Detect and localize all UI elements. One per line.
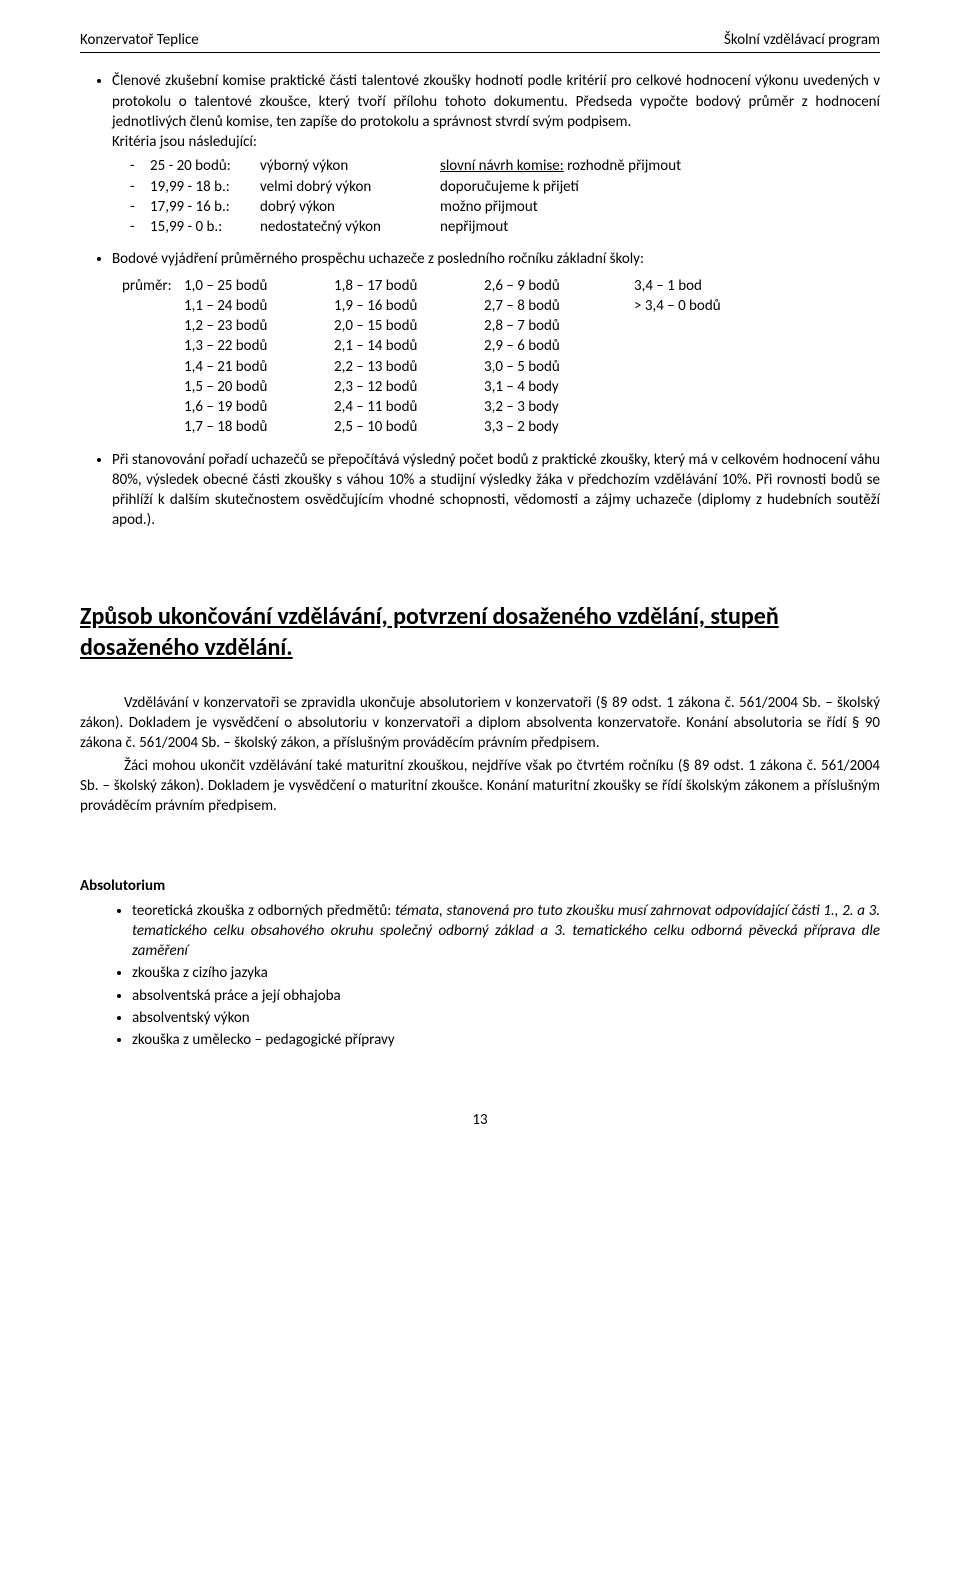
grade-cell: > 3,4 – 0 bodů	[634, 296, 784, 316]
list-item: teoretická zkouška z odborných předmětů:…	[132, 901, 880, 962]
criteria-points: 25 - 20 bodů:	[150, 156, 260, 176]
criteria-row: - 15,99 - 0 b.: nedostatečný výkon nepři…	[130, 217, 880, 237]
criteria-row: - 17,99 - 16 b.: dobrý výkon možno přijm…	[130, 197, 880, 217]
list-item: Bodové vyjádření průměrného prospěchu uc…	[112, 249, 880, 437]
grade-cell: 2,6 – 9 bodů	[484, 276, 634, 296]
grade-cell: 1,6 – 19 bodů	[184, 397, 334, 417]
absolutorium-list: teoretická zkouška z odborných předmětů:…	[80, 901, 880, 1051]
grade-cell: 3,3 – 2 body	[484, 417, 634, 437]
header-left: Konzervatoř Teplice	[80, 30, 199, 50]
grade-column: 1,0 – 25 bodů 1,1 – 24 bodů 1,2 – 23 bod…	[184, 276, 334, 438]
criteria-note: doporučujeme k přijetí	[440, 177, 880, 197]
criteria-block: - 25 - 20 bodů: výborný výkon slovní náv…	[112, 156, 880, 237]
grade-cell: 2,0 – 15 bodů	[334, 316, 484, 336]
criteria-performance: nedostatečný výkon	[260, 217, 440, 237]
criteria-note-underline: slovní návrh komise:	[440, 157, 564, 175]
grade-cell: 2,1 – 14 bodů	[334, 336, 484, 356]
criteria-row: - 19,99 - 18 b.: velmi dobrý výkon dopor…	[130, 177, 880, 197]
item-text: zkouška z umělecko – pedagogické příprav…	[132, 1031, 395, 1049]
grade-cell: 1,9 – 16 bodů	[334, 296, 484, 316]
grade-cell: 2,2 – 13 bodů	[334, 357, 484, 377]
bullet-text: Při stanovování pořadí uchazečů se přepo…	[112, 451, 880, 530]
body-paragraph: Vzdělávání v konzervatoři se zpravidla u…	[80, 693, 880, 754]
absolutorium-heading: Absolutorium	[80, 876, 880, 896]
criteria-points: 15,99 - 0 b.:	[150, 217, 260, 237]
grade-cell: 1,2 – 23 bodů	[184, 316, 334, 336]
bullet-text: Bodové vyjádření průměrného prospěchu uc…	[112, 250, 644, 268]
list-item: zkouška z cizího jazyka	[132, 963, 880, 983]
main-list: Členové zkušební komise praktické části …	[80, 71, 880, 530]
criteria-note: slovní návrh komise: rozhodně přijmout	[440, 156, 880, 176]
grade-column: 3,4 – 1 bod > 3,4 – 0 bodů	[634, 276, 784, 438]
dash: -	[130, 197, 150, 217]
item-text: zkouška z cizího jazyka	[132, 964, 268, 982]
grade-table: průměr: 1,0 – 25 bodů 1,1 – 24 bodů 1,2 …	[122, 276, 880, 438]
criteria-points: 17,99 - 16 b.:	[150, 197, 260, 217]
grade-cell: 2,7 – 8 bodů	[484, 296, 634, 316]
criteria-note: nepřijmout	[440, 217, 880, 237]
dash: -	[130, 217, 150, 237]
dash: -	[130, 177, 150, 197]
bullet-text: Členové zkušební komise praktické části …	[112, 72, 880, 131]
grade-cell: 2,8 – 7 bodů	[484, 316, 634, 336]
grade-cell: 1,3 – 22 bodů	[184, 336, 334, 356]
item-text: teoretická zkouška z odborných předmětů:	[132, 902, 395, 920]
list-item: Při stanovování pořadí uchazečů se přepo…	[112, 450, 880, 531]
list-item: Členové zkušební komise praktické části …	[112, 71, 880, 237]
section-title: Způsob ukončování vzdělávání, potvrzení …	[80, 601, 880, 663]
grade-cell: 1,0 – 25 bodů	[184, 276, 334, 296]
list-item: zkouška z umělecko – pedagogické příprav…	[132, 1030, 880, 1050]
criteria-performance: velmi dobrý výkon	[260, 177, 440, 197]
grade-cell: 1,1 – 24 bodů	[184, 296, 334, 316]
page-number: 13	[80, 1110, 880, 1130]
criteria-intro: Kritéria jsou následující:	[112, 133, 257, 151]
grade-cell: 1,4 – 21 bodů	[184, 357, 334, 377]
page-header: Konzervatoř Teplice Školní vzdělávací pr…	[80, 30, 880, 53]
grade-cell: 1,8 – 17 bodů	[334, 276, 484, 296]
grade-cell: 1,5 – 20 bodů	[184, 377, 334, 397]
grade-cell: 2,3 – 12 bodů	[334, 377, 484, 397]
grade-cell: 1,7 – 18 bodů	[184, 417, 334, 437]
header-right: Školní vzdělávací program	[724, 30, 880, 50]
criteria-performance: výborný výkon	[260, 156, 440, 176]
dash: -	[130, 156, 150, 176]
grade-cell: 2,9 – 6 bodů	[484, 336, 634, 356]
grade-cell: 3,1 – 4 body	[484, 377, 634, 397]
grade-cell: 3,2 – 3 body	[484, 397, 634, 417]
grade-cell: 2,5 – 10 bodů	[334, 417, 484, 437]
criteria-performance: dobrý výkon	[260, 197, 440, 217]
criteria-points: 19,99 - 18 b.:	[150, 177, 260, 197]
grade-cell: 3,0 – 5 bodů	[484, 357, 634, 377]
item-text: absolventská práce a její obhajoba	[132, 987, 341, 1005]
grade-column: 1,8 – 17 bodů 1,9 – 16 bodů 2,0 – 15 bod…	[334, 276, 484, 438]
criteria-row: - 25 - 20 bodů: výborný výkon slovní náv…	[130, 156, 880, 176]
body-paragraph: Žáci mohou ukončit vzdělávání také matur…	[80, 756, 880, 817]
list-item: absolventský výkon	[132, 1008, 880, 1028]
grade-column: 2,6 – 9 bodů 2,7 – 8 bodů 2,8 – 7 bodů 2…	[484, 276, 634, 438]
grade-cell: 2,4 – 11 bodů	[334, 397, 484, 417]
grade-cell: 3,4 – 1 bod	[634, 276, 784, 296]
grade-label: průměr:	[122, 276, 184, 438]
list-item: absolventská práce a její obhajoba	[132, 986, 880, 1006]
criteria-note: možno přijmout	[440, 197, 880, 217]
criteria-note-rest: rozhodně přijmout	[564, 157, 681, 175]
item-text: absolventský výkon	[132, 1009, 250, 1027]
